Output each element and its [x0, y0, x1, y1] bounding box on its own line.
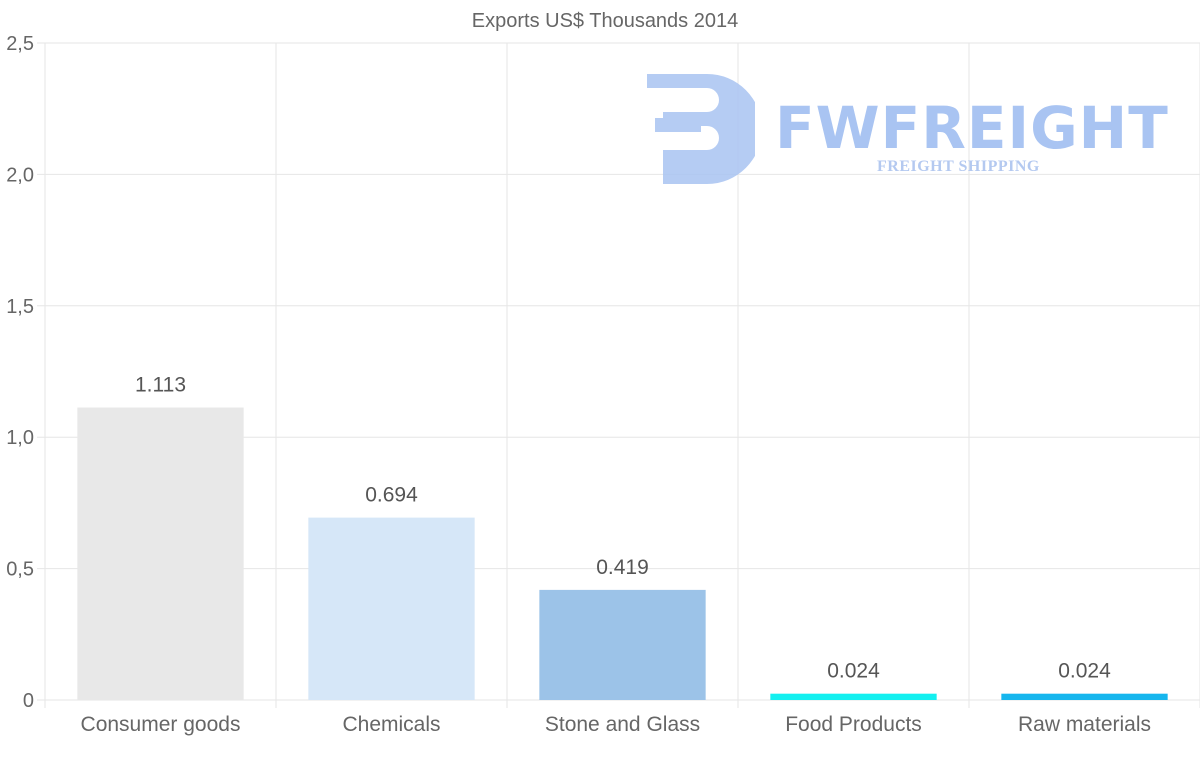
bar-value-label: 0.419 — [596, 556, 649, 579]
bar — [77, 407, 244, 700]
y-tick-label: 0 — [23, 690, 34, 712]
x-tick-label: Stone and Glass — [545, 713, 700, 736]
chart-title: Exports US$ Thousands 2014 — [472, 10, 738, 32]
bars — [77, 407, 1168, 700]
y-tick-label: 1,0 — [6, 427, 34, 449]
y-axis-ticks: 0 0,5 1,0 1,5 2,0 2,5 — [6, 33, 34, 712]
watermark-name: FWFREIGHT — [775, 94, 1169, 162]
x-tick-label: Consumer goods — [81, 713, 241, 736]
fwfreight-watermark: FWFREIGHT FREIGHT SHIPPING — [645, 72, 1168, 192]
x-axis-ticks: Consumer goods Chemicals Stone and Glass Fo… — [81, 713, 1151, 736]
value-labels: 1.113 0.694 0.419 0.024 0.024 — [135, 374, 1111, 683]
x-tick-label: Food Products — [785, 713, 922, 736]
x-tick-label: Raw materials — [1018, 713, 1151, 736]
bar — [308, 517, 475, 700]
bar — [770, 693, 937, 700]
bar-value-label: 1.113 — [135, 374, 186, 397]
y-tick-label: 2,0 — [6, 164, 34, 186]
bar-value-label: 0.694 — [365, 484, 418, 507]
y-tick-label: 1,5 — [6, 296, 34, 318]
bar-value-label: 0.024 — [1058, 660, 1111, 683]
y-tick-label: 0,5 — [6, 559, 34, 581]
y-tick-label: 2,5 — [6, 33, 34, 55]
bar — [1001, 693, 1168, 700]
watermark-tagline: FREIGHT SHIPPING — [877, 158, 1040, 175]
bar — [539, 589, 706, 700]
bar-value-label: 0.024 — [827, 660, 880, 683]
x-tick-label: Chemicals — [342, 713, 440, 736]
fwfreight-logo-icon — [647, 74, 755, 184]
